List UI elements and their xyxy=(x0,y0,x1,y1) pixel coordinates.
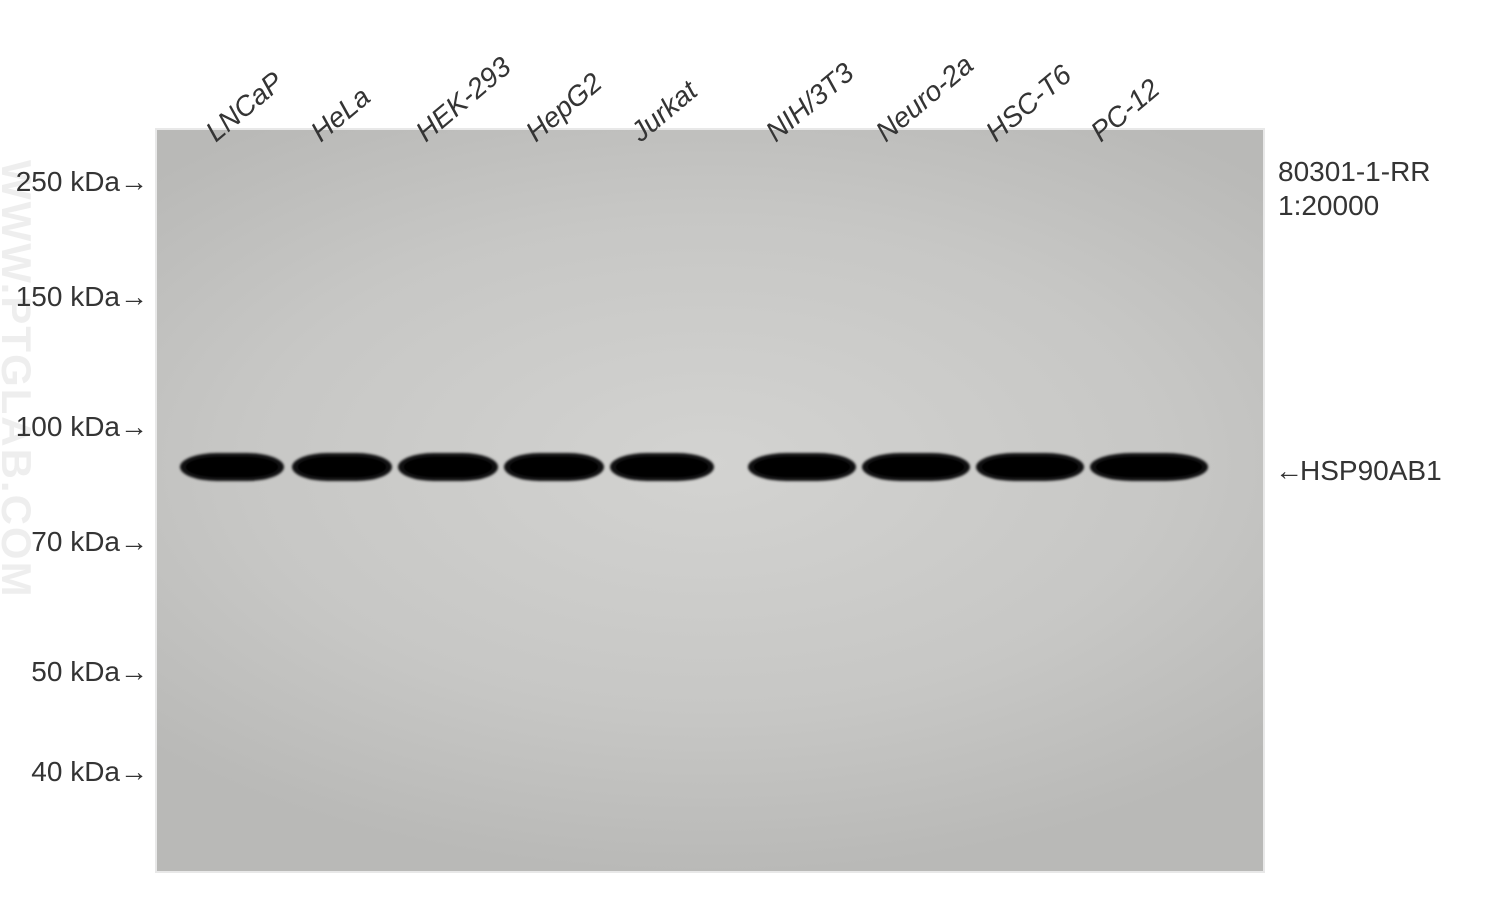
molecular-weight-marker: 250 kDa→ xyxy=(16,166,148,198)
molecular-weight-marker: 40 kDa→ xyxy=(31,756,148,788)
figure-stage: WWW.PTGLAB.COM LNCaPHeLaHEK-293HepG2Jurk… xyxy=(0,0,1500,903)
antibody-dilution: 1:20000 xyxy=(1278,190,1379,222)
molecular-weight-marker: 70 kDa→ xyxy=(31,526,148,558)
molecular-weight-marker: 150 kDa→ xyxy=(16,281,148,313)
molecular-weight-marker: 50 kDa→ xyxy=(31,656,148,688)
molecular-weight-marker: 100 kDa→ xyxy=(16,411,148,443)
blot-background xyxy=(155,128,1265,873)
antibody-catalog-number: 80301-1-RR xyxy=(1278,156,1431,188)
target-band-arrow: ← xyxy=(1275,455,1303,487)
target-protein-label: HSP90AB1 xyxy=(1300,455,1442,487)
watermark-text: WWW.PTGLAB.COM xyxy=(0,160,40,599)
western-blot-panel xyxy=(155,128,1265,873)
